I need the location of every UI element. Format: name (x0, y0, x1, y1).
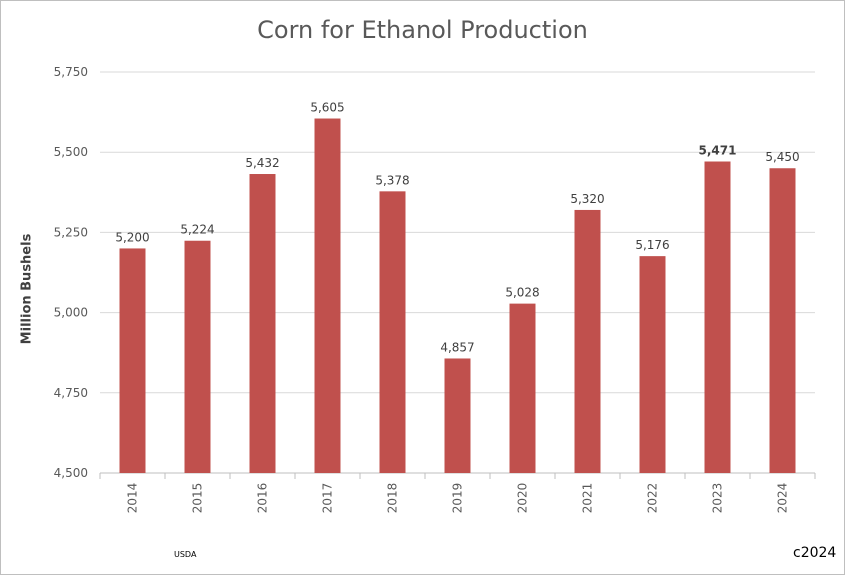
x-tick-label: 2023 (711, 483, 725, 514)
x-tick-label: 2018 (386, 483, 400, 514)
data-label: 5,200 (115, 230, 149, 244)
bar (769, 168, 796, 474)
x-tick-label: 2020 (516, 483, 530, 514)
bar (314, 118, 341, 474)
data-label: 5,432 (245, 156, 279, 170)
x-tick-label: 2015 (191, 483, 205, 514)
data-label: 5,224 (180, 223, 214, 237)
data-label: 5,605 (310, 101, 344, 115)
data-label: 5,378 (375, 173, 409, 187)
x-tick-label: 2019 (451, 483, 465, 514)
copyright-note: c2024 (793, 545, 837, 561)
y-tick-label: 5,750 (54, 65, 88, 79)
data-label: 5,450 (765, 150, 799, 164)
x-tick-label: 2017 (321, 483, 335, 514)
bar (184, 240, 211, 473)
data-label: 5,320 (570, 192, 604, 206)
bar (704, 161, 731, 473)
y-tick-label: 5,250 (54, 225, 88, 239)
data-label: 5,471 (699, 144, 737, 158)
bar (639, 256, 666, 473)
bar (249, 174, 276, 473)
x-tick-label: 2016 (256, 483, 270, 514)
data-label: 5,176 (635, 238, 669, 252)
x-tick-label: 2014 (126, 483, 140, 514)
y-tick-label: 5,000 (54, 306, 88, 320)
chart-title: Corn for Ethanol Production (257, 16, 588, 44)
x-tick-label: 2022 (646, 483, 660, 514)
bar (509, 303, 536, 473)
bar (574, 209, 601, 473)
y-tick-label: 5,500 (54, 145, 88, 159)
y-tick-label: 4,500 (54, 466, 88, 480)
x-tick-label: 2021 (581, 483, 595, 514)
data-label: 4,857 (440, 340, 474, 354)
source-note: USDA (174, 550, 197, 559)
x-tick-label: 2024 (776, 483, 790, 514)
bar (379, 191, 406, 474)
y-tick-label: 4,750 (54, 386, 88, 400)
bar (119, 248, 146, 473)
data-label: 5,028 (505, 286, 539, 300)
bar (444, 358, 471, 473)
